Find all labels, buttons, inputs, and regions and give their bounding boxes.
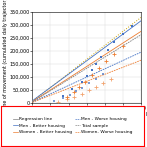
Point bbox=[107, 48, 110, 51]
Y-axis label: Volume of movement (cumulated daily trajectory: Volume of movement (cumulated daily traj… bbox=[3, 0, 8, 118]
Point bbox=[80, 81, 83, 83]
Point bbox=[75, 90, 77, 92]
X-axis label: Quality of movement (cumulated average speed k: Quality of movement (cumulated average s… bbox=[25, 112, 147, 117]
Point bbox=[95, 63, 97, 66]
Point bbox=[100, 56, 102, 59]
Point bbox=[66, 96, 68, 98]
Point bbox=[91, 74, 93, 76]
Point bbox=[112, 41, 115, 43]
Point bbox=[62, 94, 64, 97]
Point bbox=[53, 100, 55, 102]
Point bbox=[69, 94, 71, 96]
Point bbox=[73, 91, 76, 93]
Point bbox=[83, 80, 86, 83]
Point bbox=[80, 87, 83, 89]
Point bbox=[122, 33, 124, 35]
Point bbox=[98, 67, 100, 69]
Point bbox=[110, 78, 112, 80]
Point bbox=[86, 74, 88, 77]
Point bbox=[73, 95, 76, 98]
Point bbox=[95, 86, 97, 88]
Point bbox=[131, 25, 134, 27]
Point bbox=[112, 53, 115, 55]
Point bbox=[57, 100, 59, 103]
Point bbox=[71, 87, 73, 90]
Legend: Regression line, Men - Better housing, Women - Better housing, Men - Worse housi: Regression line, Men - Better housing, W… bbox=[12, 116, 134, 135]
Point bbox=[78, 86, 81, 88]
Point bbox=[88, 89, 90, 92]
Point bbox=[105, 60, 107, 62]
Point bbox=[80, 92, 83, 95]
Point bbox=[88, 82, 90, 85]
Point bbox=[66, 98, 68, 100]
Point bbox=[62, 97, 64, 99]
Point bbox=[91, 69, 93, 72]
Point bbox=[102, 81, 105, 84]
Point bbox=[122, 45, 124, 47]
Point bbox=[95, 78, 97, 80]
Point bbox=[102, 73, 105, 75]
